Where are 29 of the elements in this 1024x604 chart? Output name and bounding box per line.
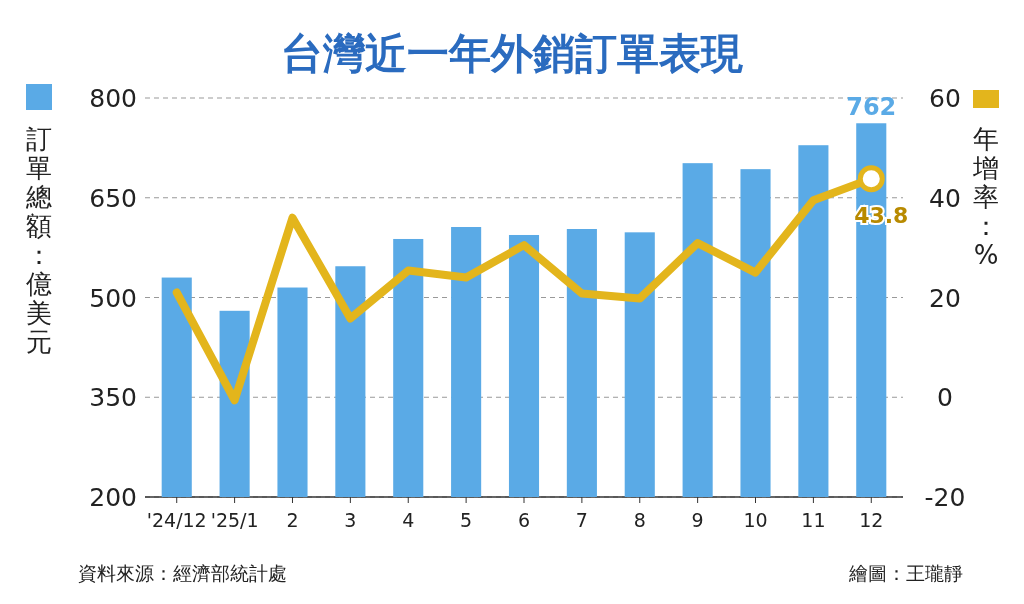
x-tick-label: 10 xyxy=(743,509,768,531)
y-tick-label: 200 xyxy=(89,483,137,512)
text: 繪圖：王瓏靜 xyxy=(848,562,963,584)
y2-tick-label: 0 xyxy=(937,383,953,413)
x-tick-label: 3 xyxy=(344,509,357,531)
y-tick-label: 500 xyxy=(89,283,137,313)
y2-tick-label: -20 xyxy=(924,483,966,512)
y2-tick-label: 40 xyxy=(929,183,961,213)
y2-tick-label: 20 xyxy=(929,283,961,313)
y2-tick-label: 60 xyxy=(929,84,961,113)
x-tick-label: 12 xyxy=(859,509,884,531)
y-axis-title: 訂單總額：億美元 xyxy=(25,124,52,357)
x-tick-label: 4 xyxy=(402,509,415,531)
y2-axis-title: 年增率：% xyxy=(972,124,999,270)
x-tick-label: '24/12 xyxy=(146,509,207,531)
x-tick-label: 6 xyxy=(517,509,531,531)
x-tick-label: 7 xyxy=(575,509,588,531)
x-tick-label: 8 xyxy=(633,509,646,531)
data-label: 762 xyxy=(846,93,897,122)
y-tick-label: 350 xyxy=(89,383,137,413)
x-tick-label: 11 xyxy=(801,509,826,531)
chart-title: 台灣近一年外銷訂單表現 xyxy=(281,29,743,78)
x-tick-label: 5 xyxy=(460,509,473,531)
y-tick-label: 650 xyxy=(89,183,137,213)
source-note: 資料來源：經濟部統計處 xyxy=(78,562,287,584)
x-tick-label: 2 xyxy=(286,509,299,531)
x-tick-label: 9 xyxy=(691,509,704,531)
y-tick-label: 800 xyxy=(89,84,137,113)
x-tick-label: '25/1 xyxy=(210,509,259,531)
